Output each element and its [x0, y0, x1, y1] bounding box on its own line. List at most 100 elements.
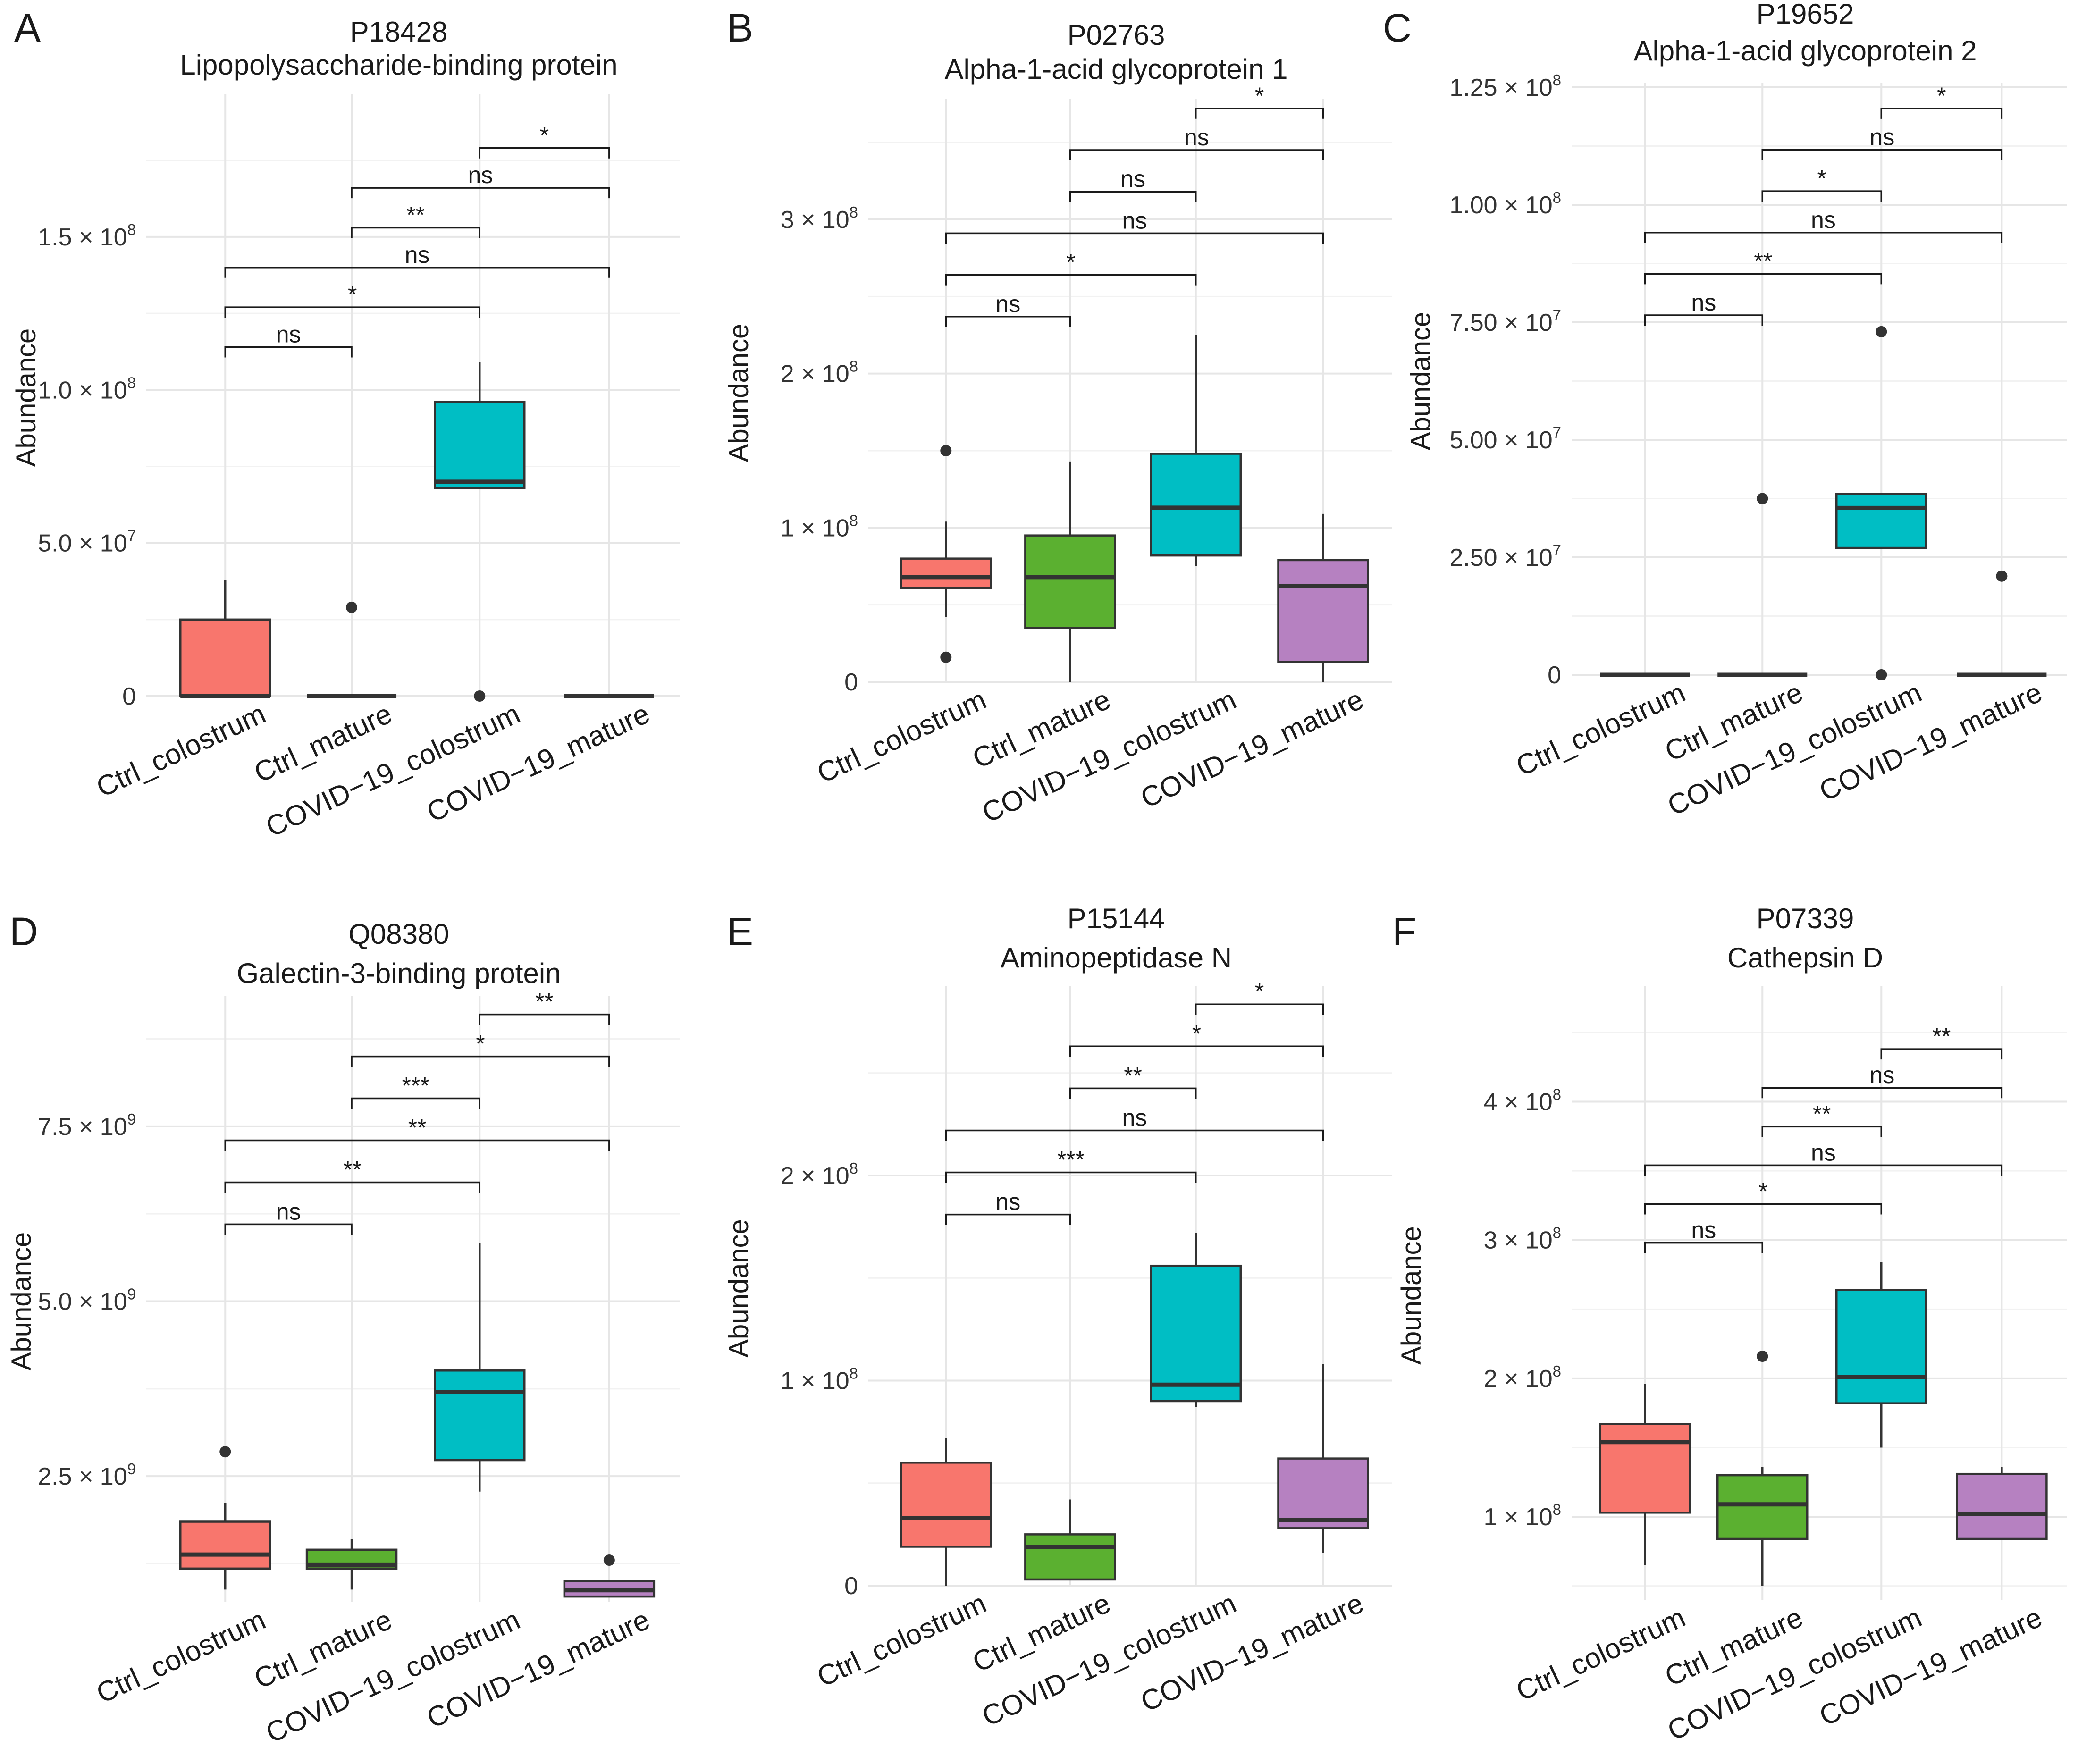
y-tick-label: 3 × 108 — [1484, 1224, 1561, 1254]
significance-bracket — [1069, 1045, 1324, 1057]
y-tick-mantissa: 1 × 10 — [1484, 1504, 1553, 1531]
box-Ctrl_mature — [1024, 534, 1116, 629]
significance-label: * — [540, 122, 549, 149]
significance-bracket — [351, 187, 610, 199]
y-tick-mantissa: 2 × 10 — [781, 1162, 850, 1190]
significance-bracket — [945, 1171, 1197, 1183]
y-tick-mantissa: 1 × 10 — [781, 1368, 850, 1395]
y-tick-exponent: 9 — [127, 1285, 136, 1303]
y-tick-exponent: 7 — [1553, 306, 1561, 324]
y-tick-exponent: 8 — [1553, 1501, 1561, 1518]
significance-bracket — [224, 346, 353, 358]
y-axis-title: Abundance — [6, 1232, 37, 1370]
box-Ctrl_colostrum — [900, 1462, 992, 1548]
outlier-point — [1757, 1351, 1768, 1362]
significance-label: ** — [1754, 248, 1772, 274]
significance-label: ns — [1869, 1062, 1894, 1088]
y-tick-label: 0 — [122, 683, 136, 710]
y-tick-exponent: 7 — [1553, 424, 1561, 441]
significance-bracket — [479, 147, 610, 159]
y-tick-label: 1.00 × 108 — [1449, 189, 1561, 219]
outlier-point — [474, 690, 486, 702]
y-tick-exponent: 8 — [850, 203, 858, 221]
y-tick-mantissa: 2.50 × 10 — [1449, 544, 1552, 571]
x-tick-label: COVID−19_mature — [1815, 1601, 2047, 1732]
x-tick-label: COVID−19_mature — [1815, 676, 2047, 807]
significance-label: *** — [1057, 1147, 1085, 1173]
y-tick-label: 4 × 108 — [1484, 1086, 1561, 1116]
significance-label: * — [1937, 83, 1946, 109]
significance-bracket — [224, 1181, 480, 1193]
y-tick-mantissa: 1.5 × 10 — [38, 224, 127, 251]
y-tick-label: 7.5 × 109 — [38, 1110, 136, 1141]
panel-letter: D — [9, 909, 38, 954]
y-tick-mantissa: 5.0 × 10 — [38, 530, 127, 557]
y-tick-label: 7.50 × 107 — [1449, 306, 1561, 336]
chart-title-accession: P19652 — [1757, 0, 1854, 30]
significance-bracket — [1761, 190, 1882, 202]
y-tick-mantissa: 0 — [1548, 662, 1561, 689]
box-COVID−19_mature — [1956, 1472, 2048, 1540]
chart-title-protein: Alpha-1-acid glycoprotein 2 — [1633, 35, 1977, 67]
significance-bracket — [1761, 149, 2003, 160]
chart-title-protein: Cathepsin D — [1727, 942, 1883, 974]
significance-label: ns — [1120, 166, 1145, 192]
significance-label: * — [1758, 1178, 1767, 1205]
y-tick-exponent: 8 — [850, 1159, 858, 1177]
outlier-point — [1876, 326, 1887, 337]
y-tick-label: 5.0 × 109 — [38, 1285, 136, 1316]
chart-title-accession: Q08380 — [348, 918, 449, 950]
y-axis-title: Abundance — [1396, 1226, 1427, 1364]
y-tick-exponent: 8 — [1553, 1362, 1561, 1380]
x-tick-label: COVID−19_mature — [1136, 1587, 1368, 1718]
significance-bracket — [1880, 108, 2003, 119]
significance-label: ** — [1813, 1100, 1831, 1127]
significance-label: ** — [406, 202, 425, 228]
x-tick-label: Ctrl_colostrum — [92, 697, 270, 803]
box-Ctrl_mature — [1024, 1533, 1116, 1581]
box-COVID−19_mature — [1277, 1457, 1369, 1529]
box-COVID−19_colostrum — [1835, 493, 1927, 549]
y-axis-title: Abundance — [724, 1219, 754, 1357]
box-Ctrl_colostrum — [900, 557, 992, 589]
y-tick-mantissa: 3 × 10 — [781, 206, 850, 234]
y-tick-label: 5.00 × 107 — [1449, 424, 1561, 454]
significance-label: ns — [1869, 124, 1894, 150]
significance-label: ns — [1122, 207, 1147, 234]
y-tick-label: 0 — [844, 669, 858, 696]
y-tick-label: 1 × 108 — [1484, 1501, 1561, 1531]
y-tick-exponent: 8 — [1553, 1224, 1561, 1242]
outlier-point — [603, 1554, 615, 1566]
box-Ctrl_mature — [1716, 1474, 1809, 1540]
y-tick-mantissa: 1 × 10 — [781, 514, 850, 542]
chart-title-accession: P15144 — [1068, 903, 1165, 934]
significance-label: ns — [276, 321, 301, 347]
y-tick-label: 2 × 108 — [781, 1159, 858, 1190]
y-tick-mantissa: 7.5 × 10 — [38, 1113, 127, 1141]
significance-bracket — [1880, 1048, 2003, 1060]
significance-bracket — [945, 1129, 1324, 1141]
box-COVID−19_colostrum — [1835, 1289, 1927, 1404]
chart-title-accession: P07339 — [1757, 903, 1854, 934]
y-tick-exponent: 9 — [127, 1460, 136, 1478]
significance-bracket — [945, 232, 1324, 244]
y-tick-label: 2 × 108 — [1484, 1362, 1561, 1393]
significance-bracket — [1644, 1242, 1763, 1253]
significance-label: ns — [995, 1189, 1020, 1215]
y-tick-label: 2.5 × 109 — [38, 1460, 136, 1490]
significance-bracket — [224, 306, 480, 318]
significance-label: ns — [1811, 1139, 1836, 1166]
y-tick-exponent: 8 — [850, 1365, 858, 1382]
significance-bracket — [945, 1213, 1071, 1225]
significance-label: ** — [408, 1115, 427, 1141]
y-tick-exponent: 9 — [127, 1110, 136, 1128]
y-tick-mantissa: 0 — [122, 683, 136, 710]
y-tick-label: 1.25 × 108 — [1449, 71, 1561, 101]
y-tick-mantissa: 2 × 10 — [1484, 1365, 1553, 1393]
outlier-point — [219, 1446, 231, 1458]
box-COVID−19_colostrum — [1150, 453, 1242, 557]
y-tick-label: 1 × 108 — [781, 512, 858, 542]
